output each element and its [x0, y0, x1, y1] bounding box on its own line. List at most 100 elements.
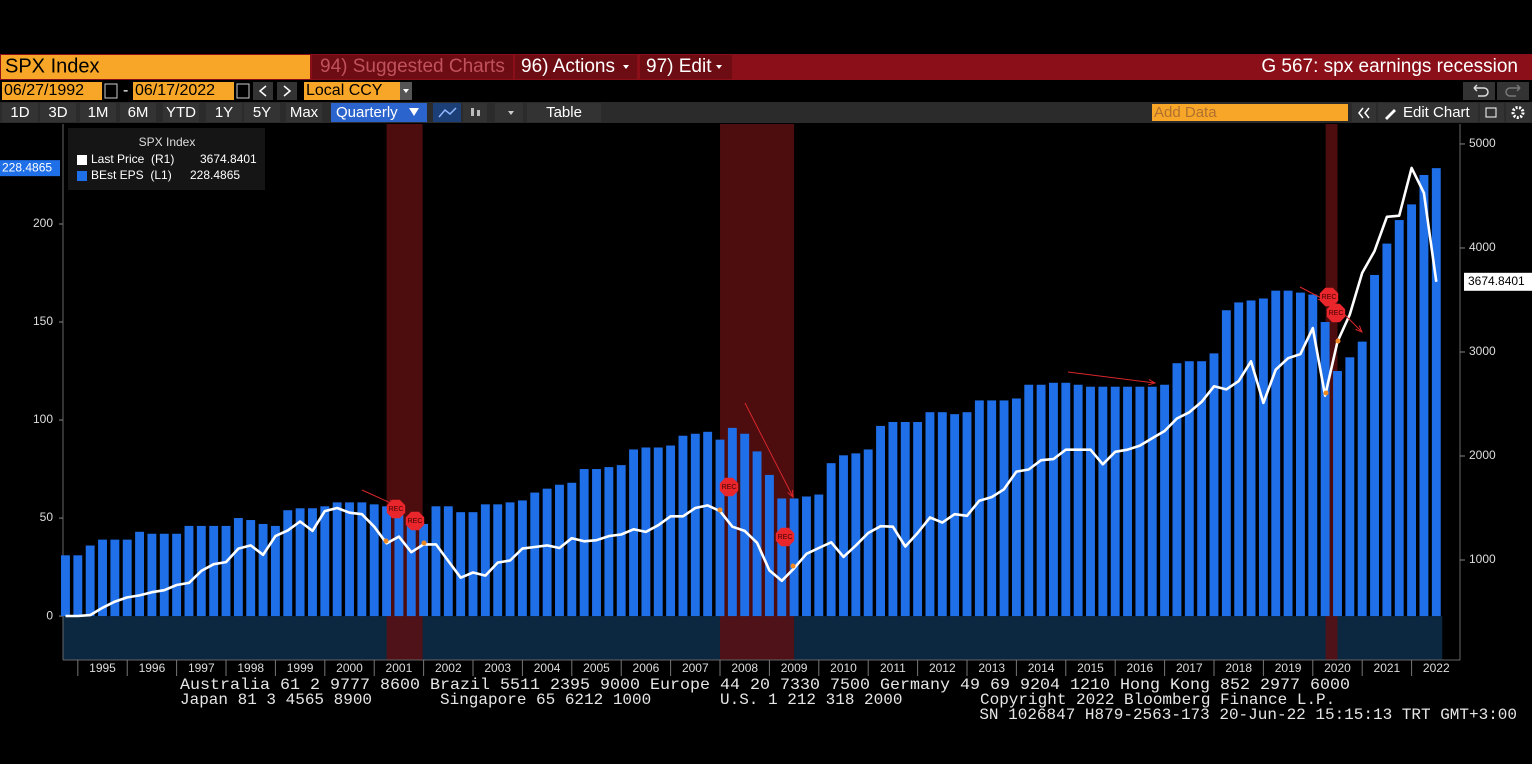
period-button[interactable] — [2, 103, 38, 122]
bar — [1160, 384, 1170, 617]
dropdown-arrow — [623, 65, 629, 69]
bar — [493, 504, 503, 617]
bar — [456, 512, 466, 617]
y2-tick-label: 5000 — [1469, 136, 1496, 150]
y2-tick-label: 2000 — [1469, 448, 1496, 462]
security: SPX Index — [5, 55, 100, 77]
bar — [345, 502, 354, 617]
add-data: Add Data — [1154, 104, 1217, 121]
legend-title: SPX Index — [139, 135, 196, 149]
bar — [1283, 290, 1293, 617]
table-button[interactable] — [527, 103, 601, 122]
period-button[interactable] — [286, 103, 322, 122]
arrow-head — [787, 489, 794, 499]
settings-button[interactable] — [1506, 103, 1530, 122]
x-tick-label: 2002 — [435, 661, 462, 675]
rec-marker[interactable] — [719, 477, 739, 497]
redo-button[interactable] — [1497, 82, 1529, 100]
rec-label: REC — [722, 484, 737, 491]
period-button[interactable] — [80, 103, 116, 122]
menu-button[interactable] — [515, 55, 637, 79]
calendar-icon[interactable] — [104, 83, 118, 99]
x-tick-label: 2007 — [682, 661, 709, 675]
period-label: 1M — [88, 104, 109, 121]
bar — [530, 492, 540, 617]
rec-marker[interactable] — [775, 527, 795, 547]
period-button[interactable] — [206, 103, 242, 122]
bar — [542, 488, 552, 617]
start-date[interactable] — [2, 82, 102, 100]
menu-button[interactable] — [312, 55, 513, 79]
bar — [826, 463, 836, 617]
calendar-icon[interactable] — [236, 83, 250, 99]
bar — [1049, 382, 1058, 617]
chart-type-dropdown[interactable] — [495, 103, 523, 122]
rec-label: REC — [1329, 310, 1344, 317]
bar — [653, 447, 663, 617]
candle-button[interactable] — [463, 103, 487, 122]
bar — [246, 520, 256, 617]
settings-icon — [1511, 106, 1525, 119]
event-dot — [1323, 390, 1329, 396]
next-button[interactable] — [277, 82, 297, 100]
period-button[interactable] — [40, 103, 76, 122]
bar — [172, 533, 182, 617]
y-tick-label: 200 — [33, 216, 53, 230]
period-button[interactable] — [244, 103, 280, 122]
bar — [1110, 386, 1120, 617]
bar — [876, 425, 885, 617]
pencil-icon — [1385, 109, 1396, 120]
bar — [480, 504, 490, 617]
bar — [727, 427, 737, 617]
x-tick-label: 2005 — [583, 661, 610, 675]
recession-band — [386, 124, 423, 660]
period-label: YTD — [166, 104, 196, 121]
menu-button[interactable] — [640, 55, 732, 79]
period-label: 1D — [10, 104, 29, 121]
currency-box[interactable] — [304, 82, 400, 100]
menu: 96) Actions — [521, 56, 615, 77]
bar — [690, 433, 700, 617]
rec-marker[interactable] — [1326, 303, 1346, 323]
rec-label: REC — [778, 534, 793, 541]
edit-chart-button[interactable] — [1378, 103, 1478, 122]
rec-marker[interactable] — [1319, 287, 1339, 307]
x-tick-label: 2022 — [1423, 661, 1450, 675]
event-dot — [383, 538, 389, 544]
security-box[interactable] — [1, 55, 310, 79]
prev-button[interactable] — [253, 82, 273, 100]
y-tick-label: 0 — [46, 608, 53, 622]
event-dot — [717, 507, 723, 513]
bar — [715, 439, 725, 617]
x-tick-label: 2004 — [534, 661, 561, 675]
bar — [1271, 290, 1281, 617]
rec-marker[interactable] — [386, 499, 406, 519]
add-data-box[interactable] — [1152, 104, 1348, 121]
bar — [1011, 398, 1021, 617]
collapse-button[interactable] — [1352, 103, 1376, 122]
period-button[interactable] — [163, 103, 199, 122]
x-tick-label: 1997 — [188, 661, 215, 675]
bar — [1036, 384, 1046, 617]
bar — [987, 400, 997, 617]
bar — [1147, 386, 1157, 617]
rec-marker[interactable] — [405, 511, 425, 531]
x-tick-label: 2000 — [336, 661, 363, 675]
legend-name: Last Price (R1) — [91, 152, 174, 166]
bar — [616, 465, 626, 617]
undo-button[interactable] — [1463, 82, 1495, 100]
bar — [1086, 386, 1095, 617]
bar — [999, 400, 1009, 617]
bar — [604, 467, 614, 617]
bar — [1123, 386, 1132, 617]
end-date[interactable] — [133, 82, 234, 100]
bar — [308, 508, 317, 617]
bar — [221, 525, 231, 617]
frequency-box[interactable] — [331, 103, 427, 122]
bar — [1258, 298, 1268, 617]
x-tick-label: 2015 — [1077, 661, 1104, 675]
period-button[interactable] — [120, 103, 156, 122]
annotate-button[interactable] — [1480, 103, 1504, 122]
arrow-head — [1355, 325, 1363, 333]
